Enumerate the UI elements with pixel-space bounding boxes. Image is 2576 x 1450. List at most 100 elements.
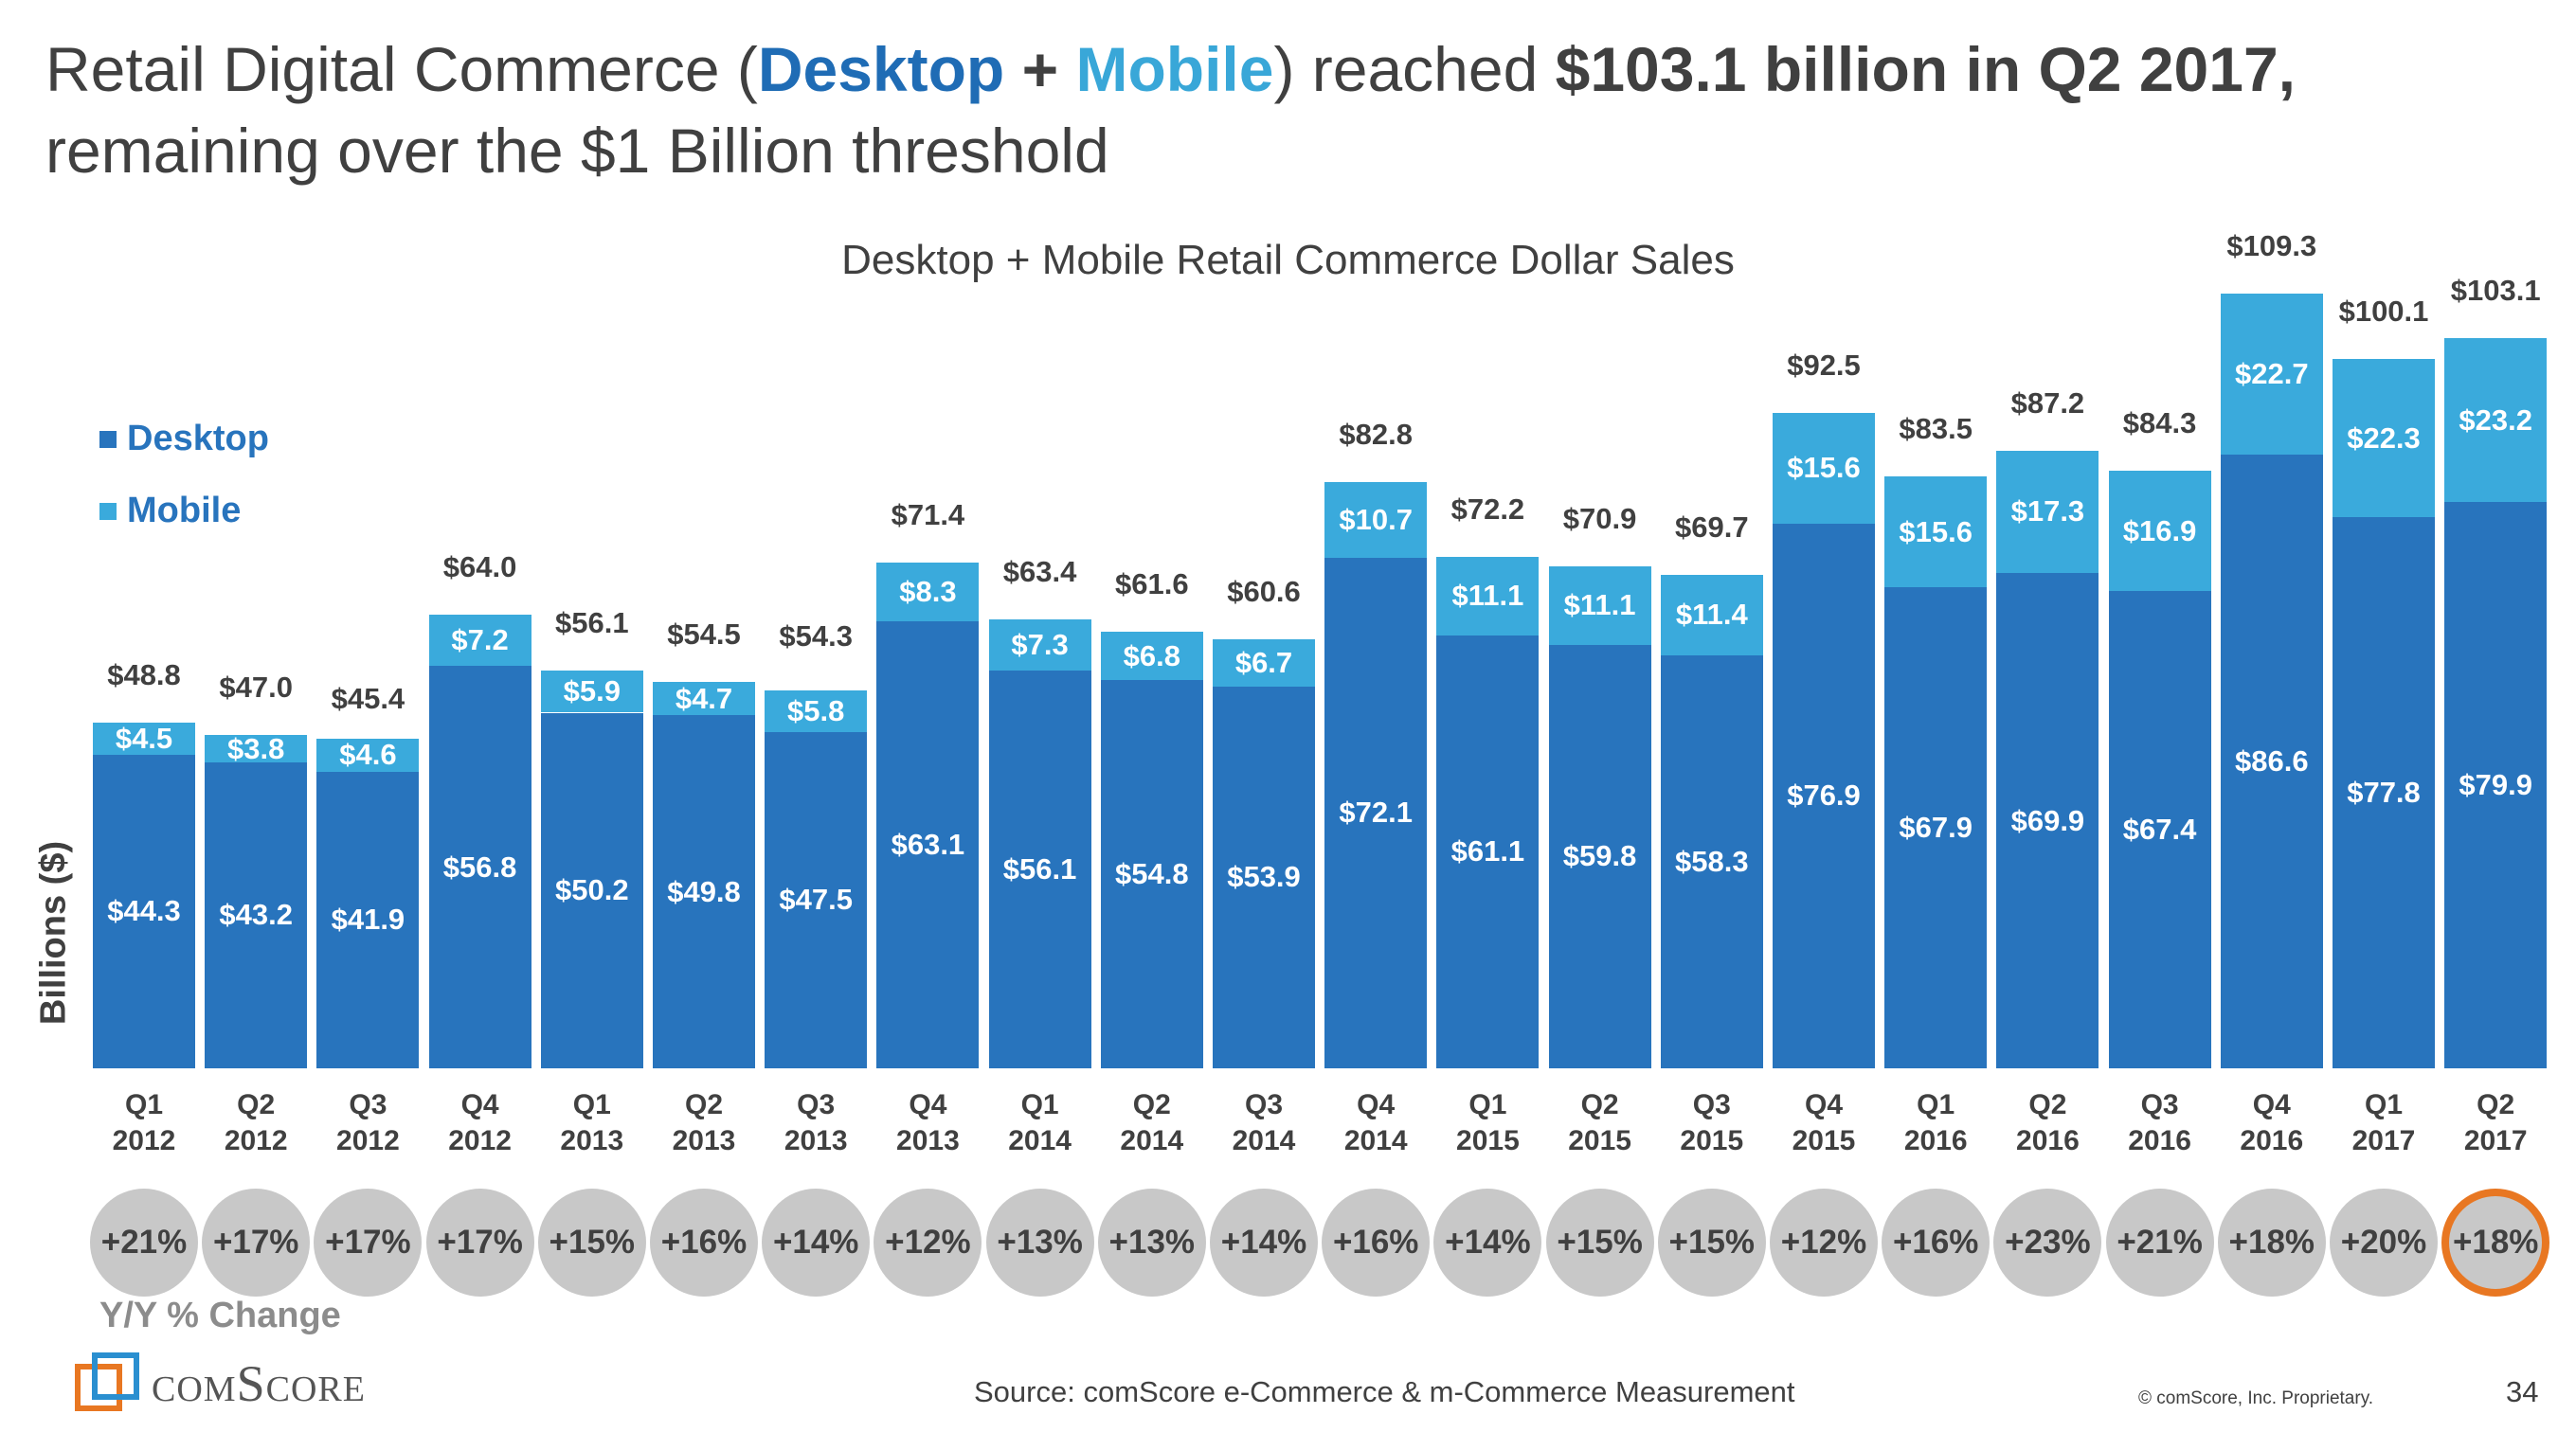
value-label: $11.4	[1675, 598, 1748, 632]
value-label: $4.5	[115, 721, 173, 755]
total-label: $56.1	[555, 606, 629, 640]
bar-segment	[1100, 680, 1203, 1068]
bar-segment	[93, 722, 195, 755]
total-label: $48.8	[107, 657, 181, 691]
bar-segment	[316, 739, 420, 772]
yoy-circle: +16%	[650, 1189, 758, 1297]
x-tick-label: Q3 2012	[336, 1089, 400, 1156]
yoy-circle: +23%	[1993, 1189, 2102, 1297]
x-tick-label: Q1 2013	[560, 1089, 624, 1156]
x-tick-label: Q4 2012	[448, 1089, 512, 1156]
yoy-circle: +18%	[2441, 1189, 2550, 1297]
yoy-circle: +20%	[2330, 1189, 2438, 1297]
value-label: $41.9	[331, 903, 405, 937]
yoy-circle: +17%	[425, 1189, 534, 1297]
x-tick-label: Q2 2017	[2463, 1089, 2528, 1156]
value-label: $77.8	[2347, 776, 2421, 810]
copyright: © comScore, Inc. Proprietary.	[2138, 1388, 2374, 1408]
value-label: $76.9	[1787, 779, 1861, 813]
bar-segment	[1548, 644, 1651, 1068]
bar-segment	[1213, 638, 1315, 687]
value-label: $4.7	[675, 681, 733, 715]
logo-square	[92, 1352, 139, 1400]
bar-segment	[1660, 574, 1763, 655]
value-label: $69.9	[2010, 803, 2085, 837]
value-label: $15.6	[1787, 451, 1861, 485]
total-label: $61.6	[1115, 567, 1189, 601]
x-tick-label: Q4 2016	[2240, 1089, 2304, 1156]
total-label: $87.2	[2010, 385, 2085, 420]
bar-segment	[1996, 573, 2099, 1068]
bar-segment	[2333, 359, 2435, 518]
yoy-circle: +14%	[1210, 1189, 1318, 1297]
x-tick-label: Q1 2015	[1456, 1089, 1520, 1156]
bar-segment	[653, 715, 755, 1068]
value-label: $17.3	[2010, 494, 2085, 528]
bar-segment	[93, 754, 195, 1068]
bar-segment	[2220, 455, 2323, 1068]
value-label: $7.2	[451, 623, 509, 657]
x-tick-label: Q2 2014	[1120, 1089, 1184, 1156]
bar-segment	[2333, 517, 2435, 1068]
total-label: $54.5	[667, 618, 741, 652]
value-label: $16.9	[2122, 513, 2197, 547]
x-tick-label: Q3 2013	[784, 1089, 848, 1156]
value-label: $61.1	[1450, 834, 1525, 868]
bar-segment	[316, 771, 420, 1068]
total-label: $83.5	[1899, 412, 1973, 446]
total-label: $47.0	[219, 671, 293, 705]
total-label: $103.1	[2450, 273, 2541, 307]
yoy-circle: +21%	[90, 1189, 198, 1297]
value-label: $67.4	[2122, 812, 2197, 846]
bar-segment	[428, 615, 531, 667]
yoy-circle: +14%	[762, 1189, 871, 1297]
yoy-circle: +13%	[1097, 1189, 1206, 1297]
x-tick-label: Q4 2013	[896, 1089, 960, 1156]
value-label: $47.5	[779, 883, 853, 917]
value-label: $11.1	[1563, 588, 1636, 622]
bar-segment	[876, 621, 980, 1068]
yoy-circle: +12%	[874, 1189, 982, 1297]
logo-square	[75, 1364, 122, 1411]
yoy-circle: +15%	[1545, 1189, 1654, 1297]
yoy-caption: Y/Y % Change	[99, 1296, 341, 1335]
value-label: $49.8	[667, 874, 741, 908]
x-tick-label: Q3 2016	[2128, 1089, 2191, 1156]
bar-segment	[1548, 565, 1651, 645]
total-label: $71.4	[891, 497, 965, 531]
value-label: $56.1	[1002, 852, 1077, 886]
bar-segment	[765, 731, 868, 1068]
bar-segment	[1324, 557, 1428, 1068]
value-label: $3.8	[227, 731, 285, 765]
bar-segment	[1213, 686, 1315, 1068]
page-number: 34	[2506, 1375, 2539, 1408]
bar-segment	[1100, 632, 1203, 681]
x-tick-label: Q2 2013	[672, 1089, 736, 1156]
headline-text: +	[1004, 34, 1076, 104]
value-label: $4.6	[339, 738, 397, 772]
x-tick-label: Q1 2017	[2351, 1089, 2416, 1156]
logo-icon	[75, 1352, 139, 1411]
bar-segment	[1436, 556, 1540, 635]
bar-segment	[1773, 413, 1875, 524]
total-label: $60.6	[1227, 574, 1301, 608]
headline-emphasis: $103.1 billion in Q2 2017,	[1555, 34, 2297, 104]
value-label: $67.9	[1899, 811, 1973, 845]
total-label: $84.3	[2122, 406, 2197, 440]
bar-segment	[1884, 476, 1988, 588]
total-label: $82.8	[1339, 417, 1413, 451]
value-label: $79.9	[2459, 768, 2532, 802]
value-label: $86.6	[2235, 744, 2309, 779]
bar-segment	[653, 682, 755, 716]
total-label: $63.4	[1002, 554, 1077, 588]
legend-swatch	[99, 503, 117, 520]
value-label: $54.8	[1115, 857, 1189, 891]
value-label: $5.9	[563, 674, 621, 708]
value-label: $22.7	[2235, 357, 2309, 391]
legend-label: Desktop	[127, 419, 269, 458]
bar-segment	[2108, 590, 2211, 1068]
yoy-circle: +12%	[1770, 1189, 1878, 1297]
value-label: $6.7	[1234, 645, 1293, 679]
bar-segment	[428, 666, 531, 1068]
value-label: $56.8	[442, 850, 517, 884]
